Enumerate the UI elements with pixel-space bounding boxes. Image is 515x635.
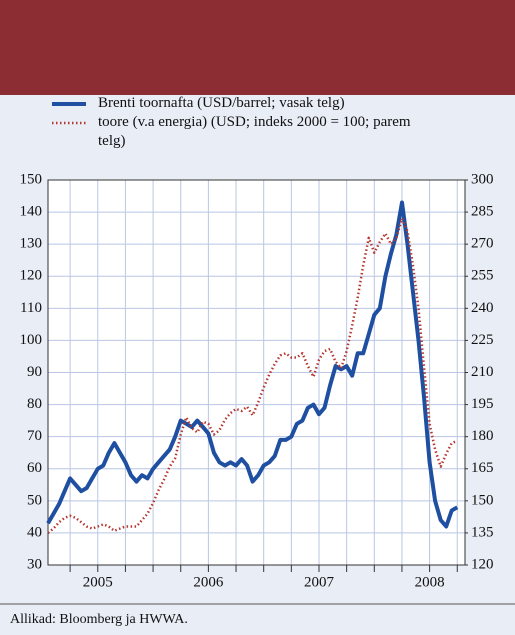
y2-tick-label: 180 bbox=[471, 428, 494, 444]
x-tick-label: 2006 bbox=[193, 574, 224, 590]
series-line bbox=[47, 217, 458, 534]
legend-entry: toore (v.a energia) (USD; indeks 2000 = … bbox=[98, 114, 411, 149]
y2-tick-label: 195 bbox=[471, 396, 494, 412]
legend-entry: Brenti toornafta (USD/barrel; vasak telg… bbox=[98, 95, 345, 111]
y-tick-label: 30 bbox=[27, 556, 42, 572]
y2-tick-label: 150 bbox=[471, 492, 494, 508]
y-tick-label: 50 bbox=[27, 492, 42, 508]
y-tick-label: 60 bbox=[27, 460, 42, 476]
y-tick-label: 90 bbox=[27, 364, 42, 380]
y2-tick-label: 240 bbox=[471, 300, 494, 316]
header-band bbox=[0, 0, 515, 95]
y-tick-label: 70 bbox=[27, 428, 42, 444]
y2-tick-label: 285 bbox=[471, 204, 494, 220]
x-tick-label: 2007 bbox=[304, 574, 335, 590]
y-tick-label: 110 bbox=[20, 300, 42, 316]
y-tick-label: 140 bbox=[20, 204, 43, 220]
x-tick-label: 2005 bbox=[83, 574, 113, 590]
source-note: Allikad: Bloomberg ja HWWA. bbox=[10, 612, 188, 627]
y2-tick-label: 120 bbox=[471, 556, 494, 572]
x-tick-label: 2008 bbox=[415, 574, 445, 590]
y-tick-label: 80 bbox=[27, 396, 42, 412]
y2-tick-label: 135 bbox=[471, 524, 494, 540]
y-tick-label: 130 bbox=[20, 236, 43, 252]
y-tick-label: 100 bbox=[20, 332, 43, 348]
y2-tick-label: 255 bbox=[471, 268, 494, 284]
y-tick-label: 40 bbox=[27, 524, 42, 540]
y2-tick-label: 225 bbox=[471, 332, 494, 348]
y2-tick-label: 270 bbox=[471, 236, 494, 252]
y2-tick-label: 165 bbox=[471, 460, 494, 476]
y-tick-label: 120 bbox=[20, 268, 43, 284]
y-tick-label: 150 bbox=[20, 171, 43, 187]
y2-tick-label: 300 bbox=[471, 171, 494, 187]
y2-tick-label: 210 bbox=[471, 364, 494, 380]
plot-frame bbox=[47, 179, 466, 566]
series-line bbox=[46, 200, 459, 529]
